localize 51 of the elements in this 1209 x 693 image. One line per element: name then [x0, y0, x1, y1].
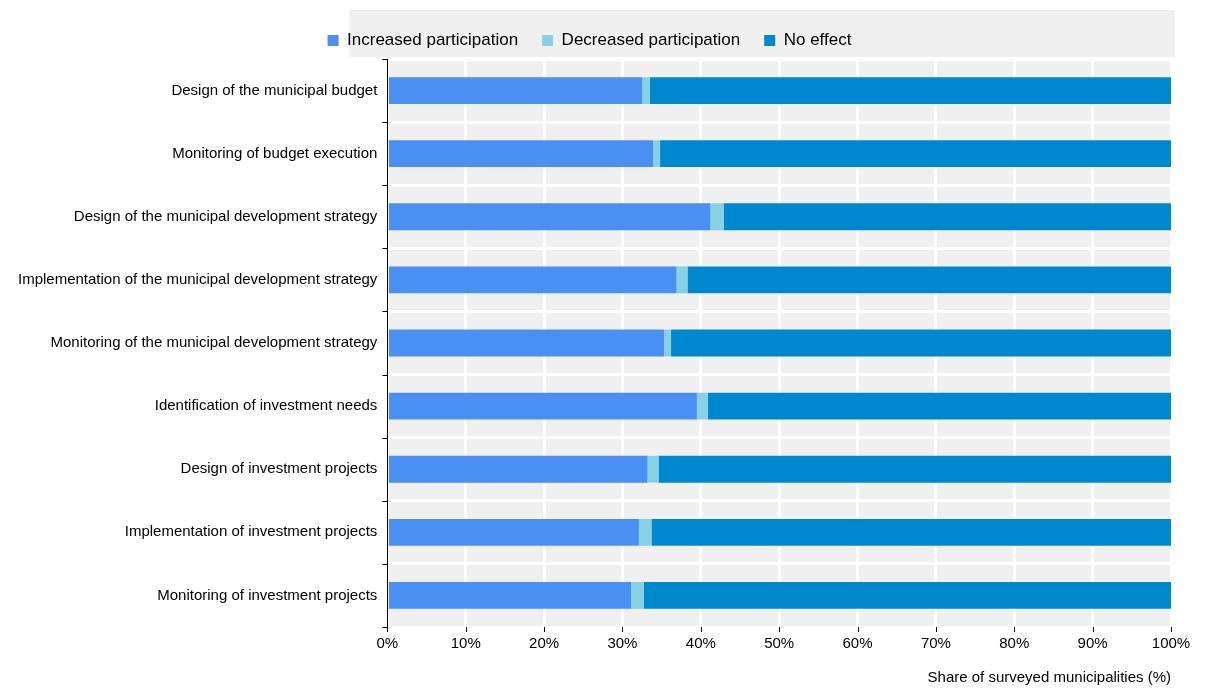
bar: [388, 203, 711, 231]
y-tick-label: Monitoring of the municipal development strategy: [50, 333, 378, 351]
x-axis-title: Share of surveyed municipalities (%): [927, 668, 1171, 686]
bar: [663, 329, 672, 357]
bar: [687, 266, 1171, 294]
x-tick-label: 60%: [842, 634, 873, 652]
x-tick-label: 40%: [685, 634, 716, 652]
bar: [660, 140, 1171, 168]
bar: [723, 203, 1171, 231]
bar: [642, 77, 650, 104]
y-tick-label: Implementation of investment projects: [124, 522, 378, 540]
bar: [631, 582, 644, 609]
x-tick-label: 70%: [920, 634, 951, 652]
bar: [651, 518, 1171, 546]
y-tick-label: Identification of investment needs: [154, 396, 378, 414]
bar: [388, 518, 639, 546]
bar: [388, 582, 632, 609]
bar: [643, 582, 1171, 609]
y-tick-label: Monitoring of budget execution: [172, 143, 378, 161]
bar: [653, 140, 661, 168]
y-tick-label: Design of the municipal budget: [171, 80, 379, 98]
y-tick-label: Design of the municipal development strategy: [73, 206, 378, 224]
bar: [388, 392, 697, 420]
bar: [649, 77, 1171, 104]
y-tick-label: Implementation of the municipal development strategy: [17, 270, 378, 288]
bar: [388, 455, 648, 483]
x-tick-label: 80%: [999, 634, 1030, 652]
bar: [388, 140, 654, 168]
legend-label: No effect: [783, 30, 852, 50]
bar: [388, 329, 664, 357]
legend-label: Decreased participation: [561, 30, 741, 50]
x-tick-label: 0%: [376, 634, 399, 652]
x-tick-label: 50%: [764, 634, 795, 652]
x-tick-label: 90%: [1077, 634, 1108, 652]
x-tick-label: 100%: [1151, 634, 1191, 652]
bar: [388, 77, 643, 104]
bar: [647, 455, 659, 483]
bar: [676, 266, 688, 294]
bar: [388, 266, 677, 294]
bar: [710, 203, 724, 231]
y-tick-label: Design of investment projects: [180, 459, 378, 477]
bar: [658, 455, 1171, 483]
bar: [707, 392, 1171, 420]
legend-label: Increased participation: [347, 30, 519, 50]
bar: [671, 329, 1171, 357]
x-tick-label: 20%: [529, 634, 560, 652]
x-tick-label: 10%: [450, 634, 481, 652]
bar: [696, 392, 708, 420]
bar: [638, 518, 652, 546]
x-tick-label: 30%: [607, 634, 638, 652]
y-tick-label: Monitoring of investment projects: [157, 585, 378, 603]
